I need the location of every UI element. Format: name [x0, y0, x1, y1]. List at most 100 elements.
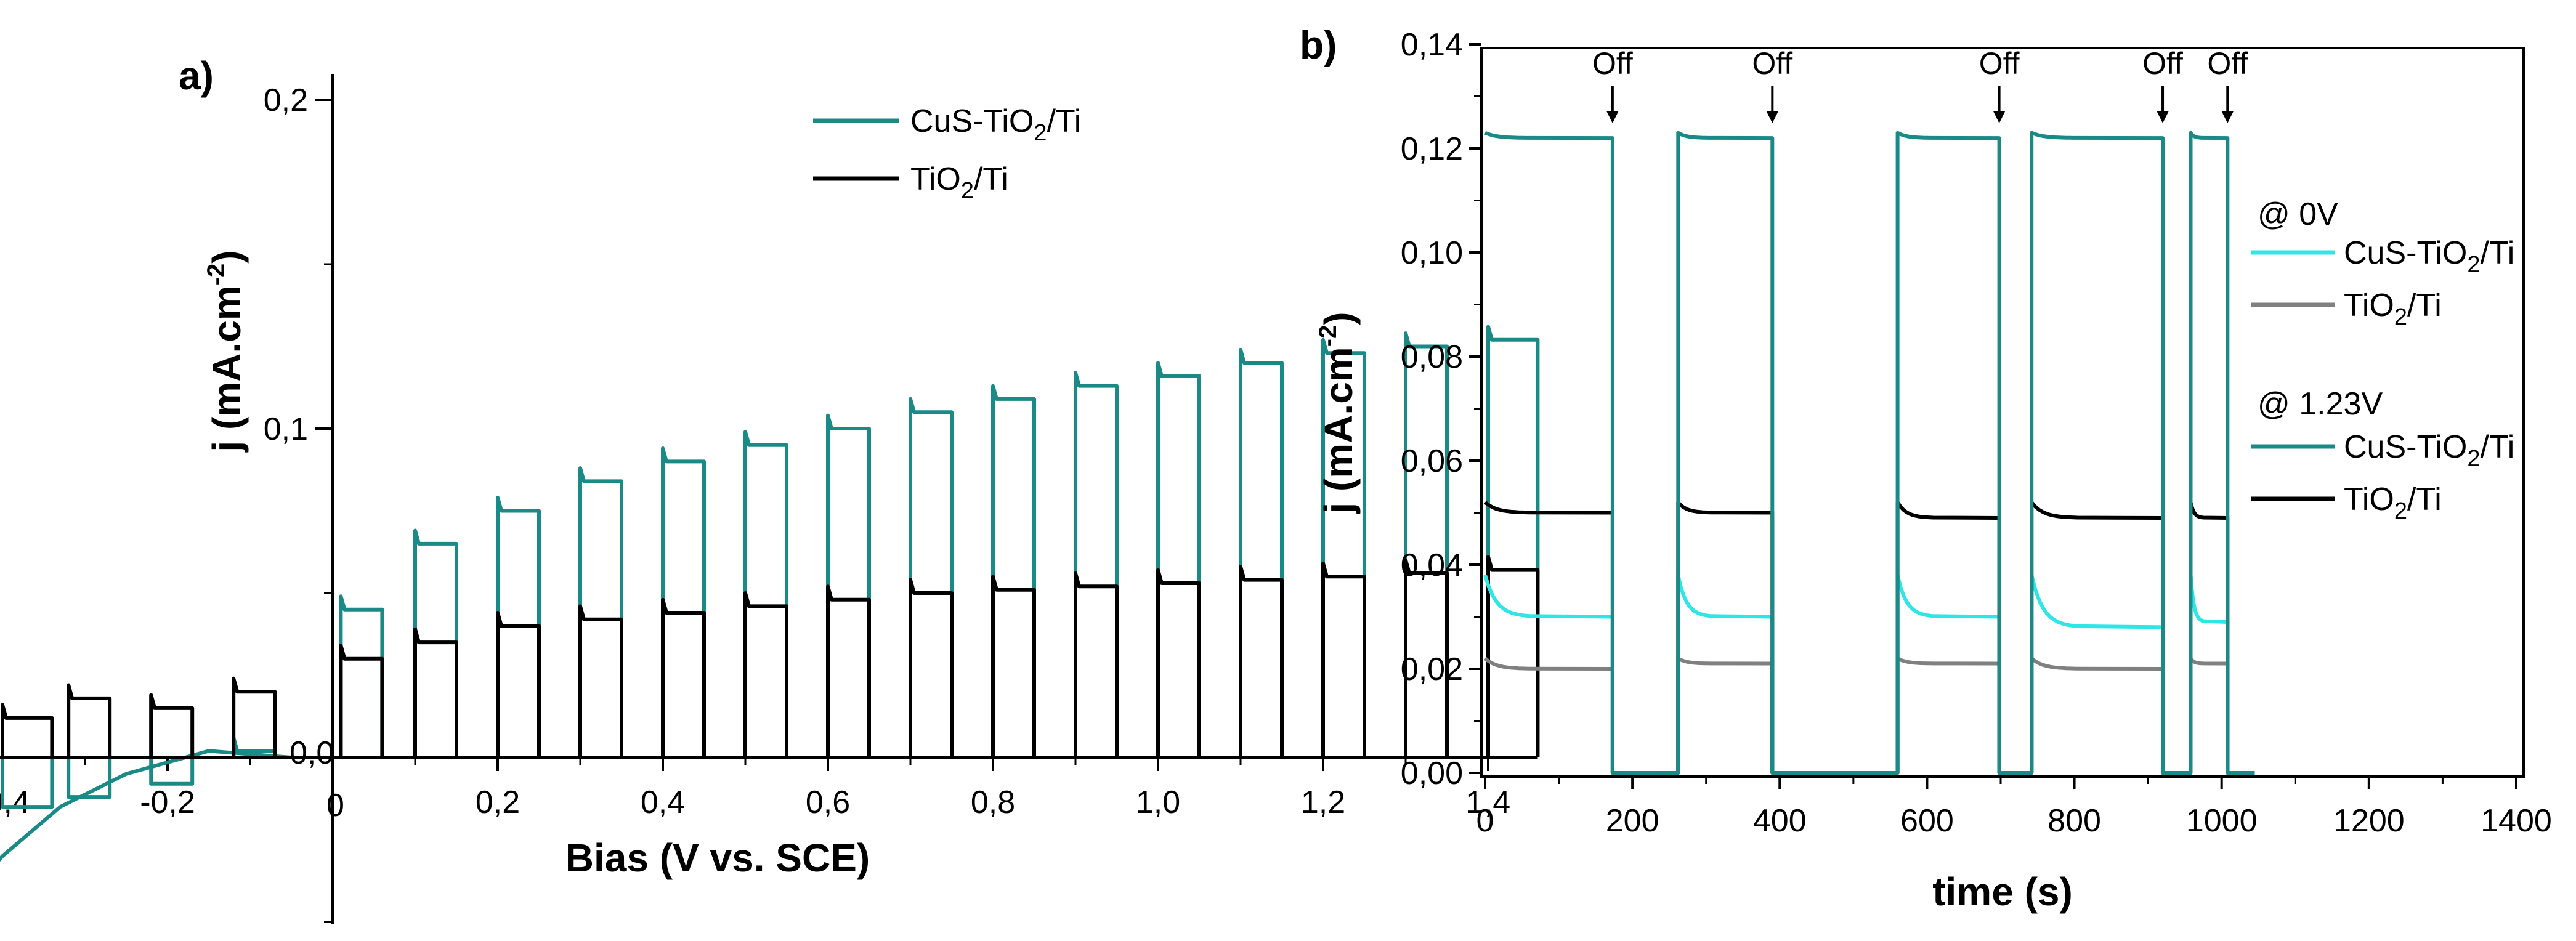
- panel-a-x-tick-label: 1,2: [1301, 785, 1345, 820]
- panel-a-y-axis-label: j (mA.cm-2): [203, 250, 249, 452]
- panel-a-pulse: [661, 446, 706, 757]
- panel-a-pulse: [1239, 565, 1284, 757]
- panel-b-y-tick-label: 0,12: [1401, 131, 1463, 167]
- panel-a-pulse: [661, 597, 706, 757]
- panel-a-pulse: [339, 644, 384, 757]
- panel-a-pulse: [578, 604, 623, 757]
- legend-label-cus-tio2: CuS-TiO2/Ti: [910, 103, 1081, 146]
- panel-a: a) -0,4 -0,2 0,2 0,4 0,6 0,8 1,0 1,2 1,4 0,1 0,2 0…: [0, 54, 1540, 924]
- legend-label-tio2: TiO2/Ti: [910, 161, 1008, 204]
- panel-b-y-tick-label: 0,08: [1401, 339, 1463, 375]
- panel-b-x-tick-label: 200: [1606, 803, 1659, 839]
- panel-b-off-arrow-head: [1993, 111, 2006, 123]
- panel-a-pulse: [1074, 371, 1119, 757]
- panel-b-series-line: [1484, 131, 2255, 775]
- panel-b-off-arrow-head: [2157, 111, 2169, 123]
- panel-b-y-axis-label: j (mA.cm-2): [1314, 312, 1361, 514]
- panel-b-y-tick-label: 0,00: [1401, 756, 1463, 791]
- legend-group-title-123v: @ 1.23V: [2258, 386, 2383, 422]
- panel-b-y-tick-label: 0,10: [1401, 235, 1463, 271]
- panel-a-pulse: [1321, 561, 1366, 757]
- panel-b-x-tick-label: 800: [2047, 803, 2101, 839]
- legend-label-tio2-0v: TiO2/Ti: [2344, 288, 2442, 330]
- panel-a-pulse: [1404, 331, 1449, 757]
- panel-a-pulse: [826, 584, 871, 757]
- panel-b-x-axis-label: time (s): [1932, 870, 2073, 914]
- panel-a-pulse: [149, 693, 195, 757]
- panel-b-legend: @ 0V CuS-TiO2/Ti TiO2/Ti @ 1.23V CuS-TiO…: [2251, 196, 2514, 524]
- panel-b-off-annotation: Off: [1592, 46, 1633, 81]
- panel-a-pulse: [149, 757, 195, 786]
- panel-b-annotations: Off Off Off Off Off: [1592, 46, 2248, 123]
- panel-b-off-annotation: Off: [2142, 46, 2183, 81]
- panel-b-ticks: 0 200 400 600 800 1000 1200 1400 0,00 0,02 0,04 0,0…: [1401, 27, 2552, 839]
- panel-a-x-tick-label: -0,4: [0, 785, 30, 820]
- panel-a-pulse: [909, 397, 954, 757]
- panel-a-pulse: [1486, 325, 1540, 757]
- panel-a-x-tick-label: 0,2: [476, 785, 520, 820]
- panel-a-y-zero-label: 0,0: [290, 735, 334, 771]
- panel-a-x-tick-label: 0,4: [641, 785, 685, 820]
- panel-a-pulse: [1156, 361, 1201, 757]
- panel-a-pulse: [232, 676, 277, 757]
- panel-a-x-tick-label: -0,2: [140, 785, 195, 820]
- panel-b-off-arrow-head: [1766, 111, 1779, 123]
- panel-b-y-tick-label: 0,06: [1401, 443, 1463, 479]
- panel-b-label: b): [1300, 23, 1337, 67]
- panel-b-series-line: [1483, 573, 2255, 775]
- panel-a-pulse: [67, 683, 112, 757]
- panel-a-pulse: [1239, 347, 1284, 757]
- panel-b-x-tick-label: 1000: [2186, 803, 2258, 839]
- panel-a-pulse: [413, 627, 458, 757]
- panel-a-pulse: [339, 594, 384, 757]
- panel-a-pulse: [1, 703, 54, 757]
- legend-label-cus-tio2-123v: CuS-TiO2/Ti: [2344, 429, 2514, 472]
- panel-a-ticks: -0,4 -0,2 0,2 0,4 0,6 0,8 1,0 1,2 1,4 0,1 0,2: [0, 83, 1510, 923]
- panel-a-pulse: [496, 611, 541, 757]
- panel-b-off-annotation: Off: [1979, 46, 2020, 81]
- panel-b-x-tick-label: 600: [1900, 803, 1954, 839]
- panel-a-y-tick-label: 0,2: [264, 83, 308, 118]
- panel-a-pulse: [67, 757, 112, 799]
- panel-a-pulse: [578, 466, 623, 757]
- panel-a-pulse: [496, 496, 541, 757]
- panel-b-off-arrow-head: [2221, 111, 2234, 123]
- panel-b-x-tick-label: 0: [1476, 803, 1494, 839]
- panel-a-pulse: [1321, 337, 1366, 757]
- panel-b-series-line: [1484, 656, 2255, 775]
- legend-group-title-0v: @ 0V: [2258, 196, 2338, 232]
- panel-b-series-line: [1484, 500, 2255, 775]
- panel-a-pulse: [991, 384, 1036, 757]
- panel-b-x-tick-label: 1200: [2333, 803, 2405, 839]
- legend-label-cus-tio2-0v: CuS-TiO2/Ti: [2344, 235, 2514, 278]
- panel-b-curves: [1483, 131, 2255, 775]
- legend-label-tio2-123v: TiO2/Ti: [2344, 482, 2442, 524]
- panel-a-pulse: [826, 413, 871, 757]
- panel-b: b) 0 200 400 600 800 1000 1200 1400 0,00 0,02 0,04…: [1300, 23, 2552, 914]
- panel-b-x-tick-label: 1400: [2481, 803, 2552, 839]
- panel-b-x-tick-label: 400: [1753, 803, 1807, 839]
- panel-b-y-tick-label: 0,04: [1401, 547, 1463, 583]
- panel-a-pulse: [413, 528, 458, 757]
- panel-a-x-axis-label: Bias (V vs. SCE): [565, 836, 870, 880]
- panel-a-pulse: [1, 757, 54, 809]
- panel-b-y-tick-label: 0,02: [1401, 652, 1463, 687]
- panel-b-off-annotation: Off: [1752, 46, 1792, 81]
- panel-b-y-tick-label: 0,14: [1401, 27, 1463, 63]
- panel-a-pulse: [909, 578, 954, 757]
- panel-a-pulse: [743, 591, 788, 757]
- panel-a-label: a): [179, 54, 214, 98]
- panel-a-legend: CuS-TiO2/Ti TiO2/Ti: [813, 103, 1081, 204]
- panel-a-pulse: [1156, 568, 1201, 757]
- panel-a-x-tick-label: 0,6: [806, 785, 850, 820]
- panel-a-y-tick-label: 0,1: [264, 411, 308, 447]
- panel-a-x-tick-label: 1,4: [1466, 785, 1510, 820]
- panel-b-off-arrow-head: [1606, 111, 1619, 123]
- panel-b-off-annotation: Off: [2207, 46, 2248, 81]
- panel-a-pulse: [991, 575, 1036, 757]
- panel-a-x-origin-label: 0: [326, 788, 344, 823]
- panel-a-pulse: [743, 430, 788, 757]
- panel-a-pulse: [1074, 571, 1119, 757]
- panel-a-x-tick-label: 0,8: [971, 785, 1015, 820]
